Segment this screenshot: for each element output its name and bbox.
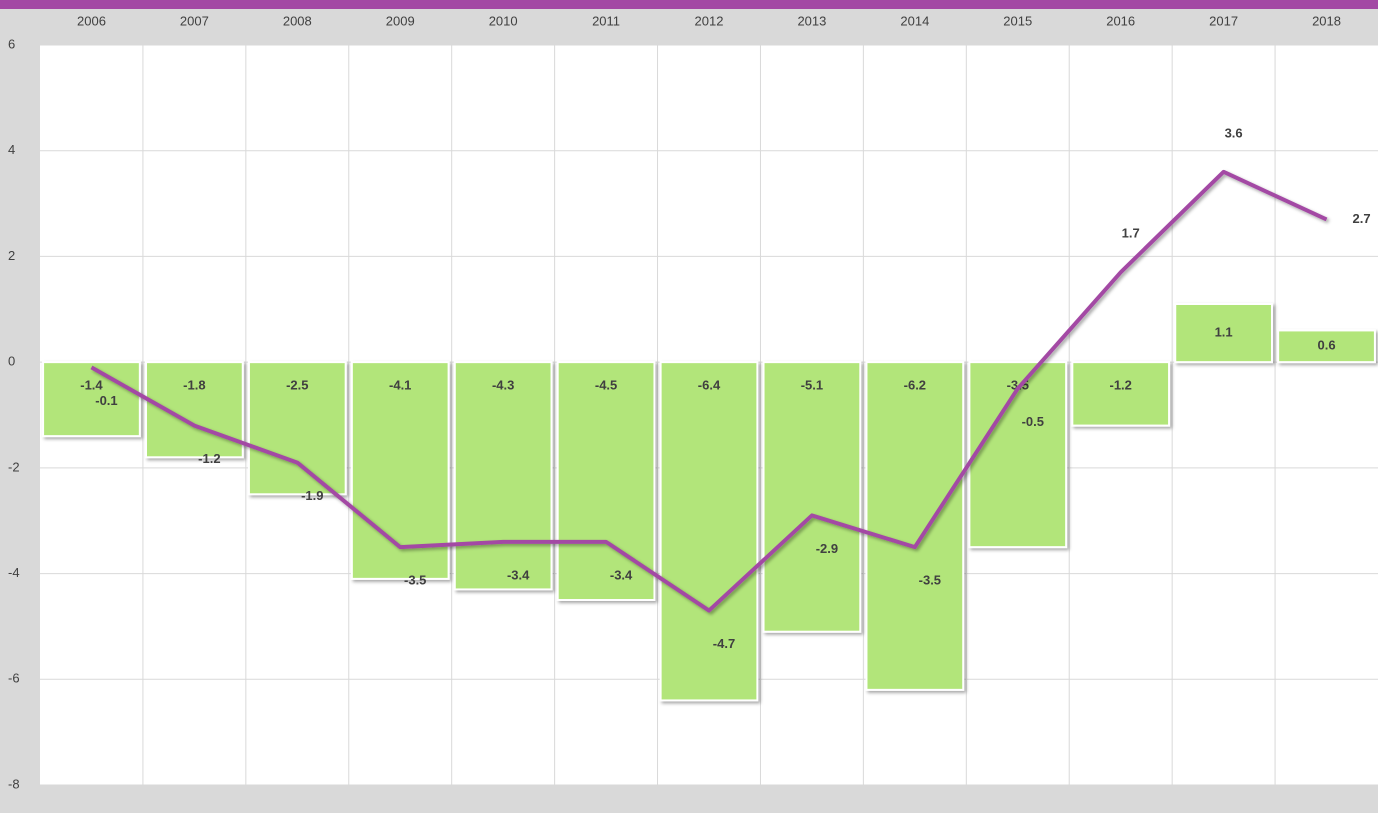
y-tick-label: 0 xyxy=(8,354,15,369)
line-label: -3.4 xyxy=(507,567,530,582)
y-tick-label: 4 xyxy=(8,142,15,157)
bar-label: 0.6 xyxy=(1317,338,1335,353)
bar xyxy=(1277,329,1376,364)
line-label: -2.9 xyxy=(816,541,838,556)
bar-label: -5.1 xyxy=(801,378,823,393)
x-tick-label: 2011 xyxy=(592,13,620,28)
bar xyxy=(968,361,1068,549)
bar xyxy=(453,361,553,591)
line-label: -0.5 xyxy=(1022,414,1044,429)
y-tick-label: -8 xyxy=(8,776,20,791)
bar xyxy=(762,361,862,633)
line-label: -1.2 xyxy=(198,451,220,466)
bar-label: -4.3 xyxy=(492,378,514,393)
line-label: -1.9 xyxy=(301,488,323,503)
x-tick-label: 2012 xyxy=(695,13,724,28)
x-tick-label: 2014 xyxy=(900,13,929,28)
x-tick-label: 2013 xyxy=(797,13,826,28)
x-tick-label: 2009 xyxy=(386,13,415,28)
y-tick-label: -6 xyxy=(8,671,20,686)
x-tick-label: 2017 xyxy=(1209,13,1238,28)
bar-label: -1.8 xyxy=(183,378,205,393)
line-label: 2.7 xyxy=(1352,211,1370,226)
line-label: -3.4 xyxy=(610,567,633,582)
line-label: -3.5 xyxy=(919,573,941,588)
x-tick-label: 2007 xyxy=(180,13,209,28)
bar xyxy=(865,361,965,691)
x-tick-label: 2010 xyxy=(489,13,518,28)
line-label: 3.6 xyxy=(1225,125,1243,140)
bar xyxy=(42,361,141,438)
bar xyxy=(1071,361,1171,427)
line-label: -4.7 xyxy=(713,636,735,651)
bar xyxy=(659,361,759,702)
x-tick-label: 2016 xyxy=(1106,13,1135,28)
line-label: -0.1 xyxy=(95,393,117,408)
bar xyxy=(556,361,656,601)
bar-label: -2.5 xyxy=(286,378,308,393)
bar xyxy=(1174,303,1273,364)
bar-label: -1.2 xyxy=(1109,378,1131,393)
line xyxy=(90,169,1328,613)
x-tick-label: 2015 xyxy=(1003,13,1032,28)
y-tick-label: -4 xyxy=(8,565,20,580)
x-tick-label: 2006 xyxy=(77,13,106,28)
y-tick-label: 2 xyxy=(8,248,15,263)
x-tick-label: 2008 xyxy=(283,13,312,28)
bar-label: -6.4 xyxy=(698,378,721,393)
bar-label: 1.1 xyxy=(1215,325,1233,340)
bar xyxy=(350,361,450,580)
line-label: -3.5 xyxy=(404,573,426,588)
bar xyxy=(247,361,347,496)
y-tick-label: 6 xyxy=(8,36,15,51)
x-tick-label: 2018 xyxy=(1312,13,1341,28)
bar-label: -4.5 xyxy=(595,378,617,393)
bar xyxy=(145,361,244,459)
bar-label: -1.4 xyxy=(80,378,103,393)
bar-label: -6.2 xyxy=(904,378,926,393)
top-bar xyxy=(0,0,1378,9)
bar-label: -4.1 xyxy=(389,378,411,393)
line-label: 1.7 xyxy=(1122,226,1140,241)
y-tick-label: -2 xyxy=(8,459,20,474)
